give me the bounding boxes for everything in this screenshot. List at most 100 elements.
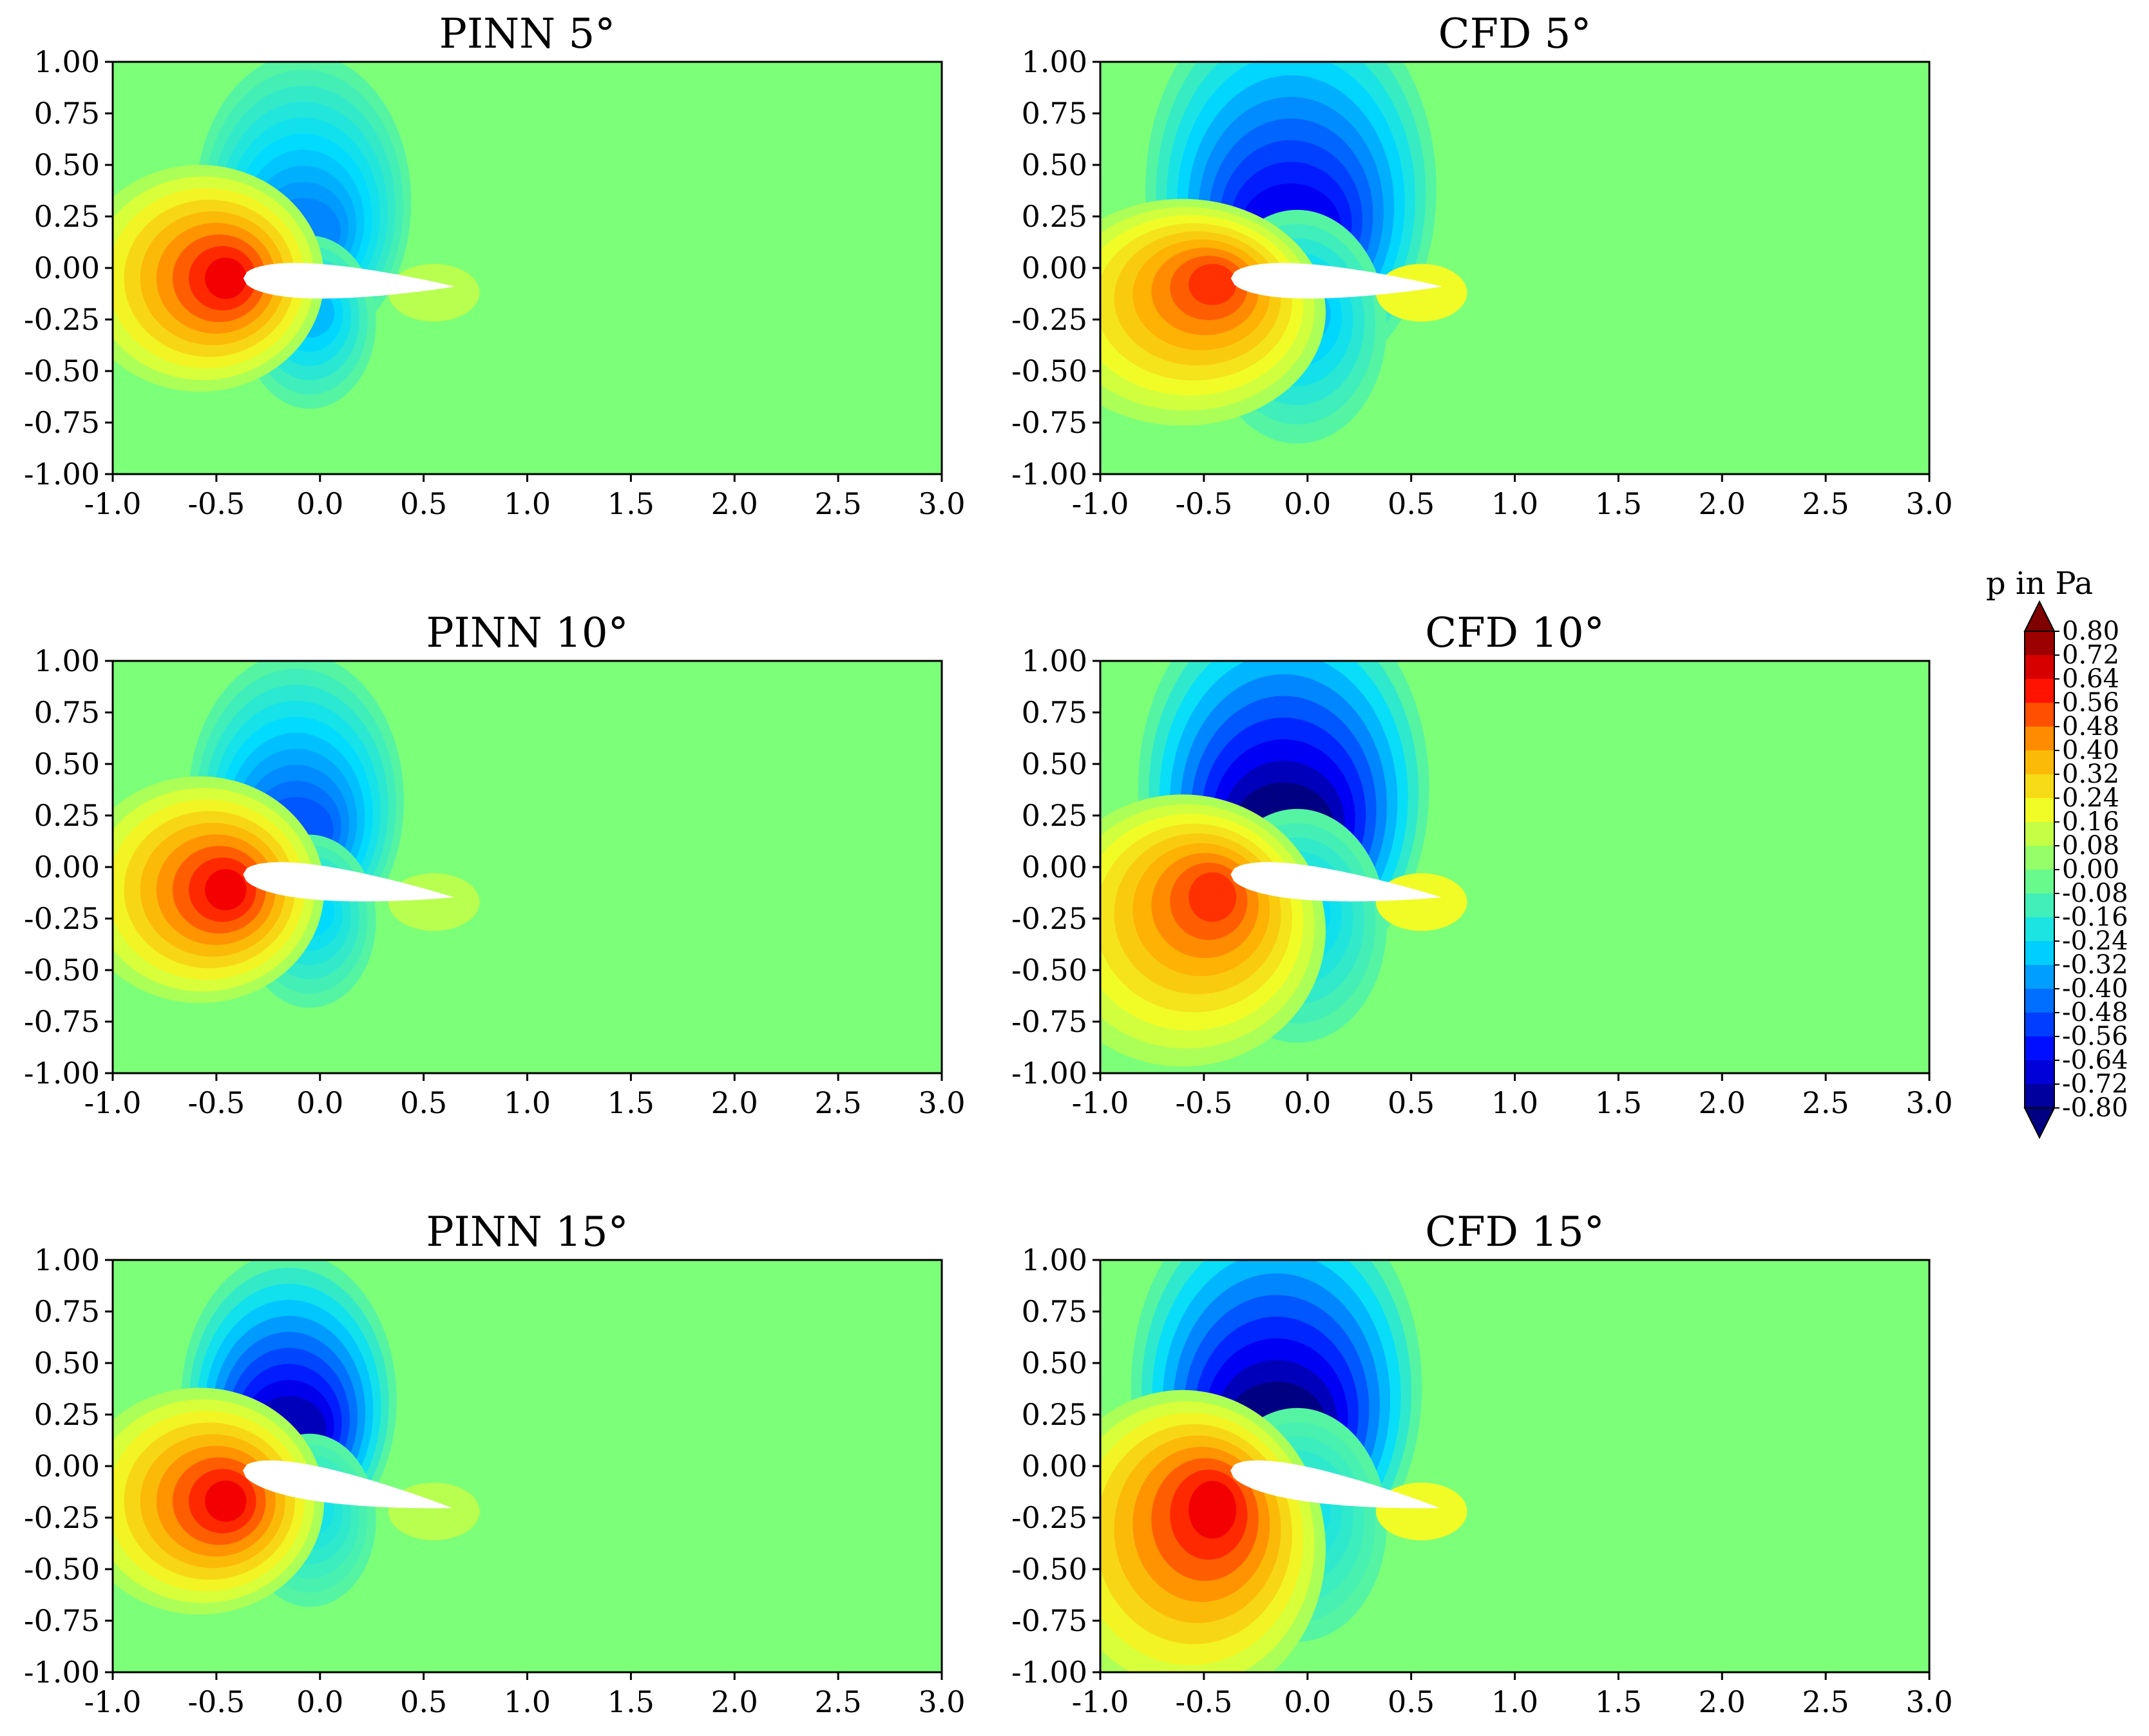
x-tick-label: 2.0 (1699, 1085, 1746, 1120)
pressure-field (113, 1260, 942, 1672)
x-tick-label: 1.0 (504, 486, 551, 521)
y-tick-label: -0.75 (24, 1004, 100, 1039)
colorbar-tick-label: 0.32 (2062, 759, 2119, 789)
x-tick-label: 0.0 (1284, 1085, 1331, 1120)
x-tick-label: 2.0 (711, 486, 758, 521)
x-tick-label: 3.0 (1905, 486, 1953, 521)
y-tick-label: -1.00 (1011, 1655, 1087, 1690)
colorbar-tick-label: -0.56 (2062, 1022, 2128, 1051)
pressure-field (1100, 1260, 1929, 1672)
y-tick-label: 0.00 (34, 251, 100, 285)
x-tick-label: 1.5 (607, 1684, 654, 1719)
y-tick-label: -0.25 (1011, 302, 1087, 337)
colorbar-tick-label: -0.64 (2062, 1045, 2128, 1075)
y-tick-label: 1.00 (1022, 1243, 1087, 1277)
colorbar-segment (2025, 679, 2054, 703)
x-tick-label: 0.0 (296, 1684, 343, 1719)
x-tick-label: 0.5 (1388, 1684, 1435, 1719)
colorbar: p in Pa0.800.720.640.560.480.400.320.240… (1986, 566, 2128, 1140)
x-tick-label: -1.0 (1072, 1085, 1129, 1120)
airfoil-shape (243, 1460, 453, 1509)
x-tick-label: 1.0 (1491, 486, 1538, 521)
y-tick-label: 0.50 (1022, 1346, 1087, 1380)
y-tick-label: 0.50 (34, 747, 100, 781)
y-tick-label: 0.25 (1022, 199, 1087, 234)
colorbar-segment (2025, 703, 2054, 727)
x-tick-label: 1.0 (1491, 1085, 1538, 1120)
y-tick-label: 0.75 (34, 96, 100, 131)
colorbar-segment (2025, 631, 2054, 656)
y-tick-label: -1.00 (1011, 457, 1087, 491)
y-tick-label: -0.75 (1011, 405, 1087, 440)
colorbar-tick-label: -0.40 (2062, 974, 2128, 1004)
x-tick-label: -1.0 (1072, 1684, 1129, 1719)
x-tick-label: 1.0 (1491, 1684, 1538, 1719)
x-tick-label: 2.5 (815, 486, 862, 521)
y-tick-label: 0.25 (34, 798, 100, 833)
airfoil-shape (1230, 1460, 1440, 1509)
colorbar-title: p in Pa (1986, 566, 2093, 602)
y-tick-label: 0.75 (1022, 695, 1087, 730)
colorbar-tick-label: -0.32 (2062, 950, 2128, 980)
colorbar-tick-label: 0.08 (2062, 831, 2119, 861)
y-tick-label: 0.75 (34, 695, 100, 730)
colorbar-segment (2025, 750, 2054, 775)
trailing-edge-contour (1375, 873, 1467, 931)
colorbar-tick-label: -0.72 (2062, 1069, 2128, 1099)
y-tick-label: 0.00 (1022, 1449, 1087, 1483)
x-tick-label: 2.5 (1802, 1684, 1849, 1719)
x-tick-label: 3.0 (918, 486, 965, 521)
colorbar-segment (2025, 1084, 2054, 1109)
panel-4: -1.0 -0.5 0.0 0.5 1.0 1.5 2.0 2.5 3.0 1.00 0.75 0.5… (24, 1208, 966, 1719)
colorbar-segment (2025, 655, 2054, 680)
y-tick-label: -0.25 (1011, 901, 1087, 936)
y-tick-label: 0.75 (34, 1294, 100, 1329)
y-tick-label: -0.50 (24, 354, 100, 388)
panel-0: -1.0 -0.5 0.0 0.5 1.0 1.5 2.0 2.5 3.0 1.00 0.75 0.5… (24, 10, 966, 521)
panel-title: PINN 5° (439, 10, 615, 58)
y-tick-label: -0.75 (1011, 1603, 1087, 1638)
x-tick-label: 0.5 (1388, 1085, 1435, 1120)
stagnation-contour (1189, 1481, 1237, 1539)
x-tick-label: 0.0 (296, 486, 343, 521)
colorbar-tick-label: 0.80 (2062, 616, 2119, 646)
colorbar-segment (2025, 846, 2054, 870)
y-tick-label: -0.75 (1011, 1004, 1087, 1039)
stagnation-contour (1189, 263, 1237, 305)
y-tick-label: -1.00 (1011, 1056, 1087, 1091)
x-tick-label: -0.5 (1176, 1085, 1233, 1120)
x-tick-label: -0.5 (188, 1085, 245, 1120)
x-tick-label: -1.0 (84, 1684, 142, 1719)
y-tick-label: -0.25 (1011, 1500, 1087, 1535)
y-tick-label: 0.00 (1022, 251, 1087, 285)
y-tick-label: 1.00 (34, 44, 100, 79)
y-tick-label: 0.25 (1022, 798, 1087, 833)
x-tick-label: 2.0 (1699, 486, 1746, 521)
x-tick-label: -0.5 (1176, 1684, 1233, 1719)
x-tick-label: 3.0 (1905, 1085, 1953, 1120)
y-tick-label: -0.25 (24, 901, 100, 936)
y-tick-label: -1.00 (24, 457, 100, 491)
x-tick-label: 3.0 (918, 1085, 965, 1120)
y-tick-label: 0.25 (34, 199, 100, 234)
x-tick-label: 0.5 (400, 1085, 447, 1120)
x-tick-label: 1.5 (607, 1085, 654, 1120)
y-tick-label: 0.50 (1022, 148, 1087, 182)
colorbar-extend-top (2023, 600, 2056, 632)
y-tick-label: 0.00 (1022, 850, 1087, 884)
stagnation-contour (205, 869, 247, 911)
y-tick-label: -0.75 (24, 1603, 100, 1638)
colorbar-tick-label: -0.16 (2062, 902, 2128, 932)
x-tick-label: 2.5 (815, 1684, 862, 1719)
panel-title: PINN 15° (426, 1208, 628, 1256)
x-tick-label: 0.0 (1284, 486, 1331, 521)
x-tick-label: -1.0 (84, 486, 142, 521)
panel-1: -1.0 -0.5 0.0 0.5 1.0 1.5 2.0 2.5 3.0 1.00 0.75 0.5… (1011, 10, 1953, 521)
stagnation-contour (205, 1480, 247, 1522)
x-tick-label: -1.0 (1072, 486, 1129, 521)
x-tick-label: 1.5 (1595, 486, 1642, 521)
pressure-field (1100, 62, 1929, 474)
colorbar-tick-label: -0.48 (2062, 998, 2128, 1027)
x-tick-label: 1.5 (607, 486, 654, 521)
